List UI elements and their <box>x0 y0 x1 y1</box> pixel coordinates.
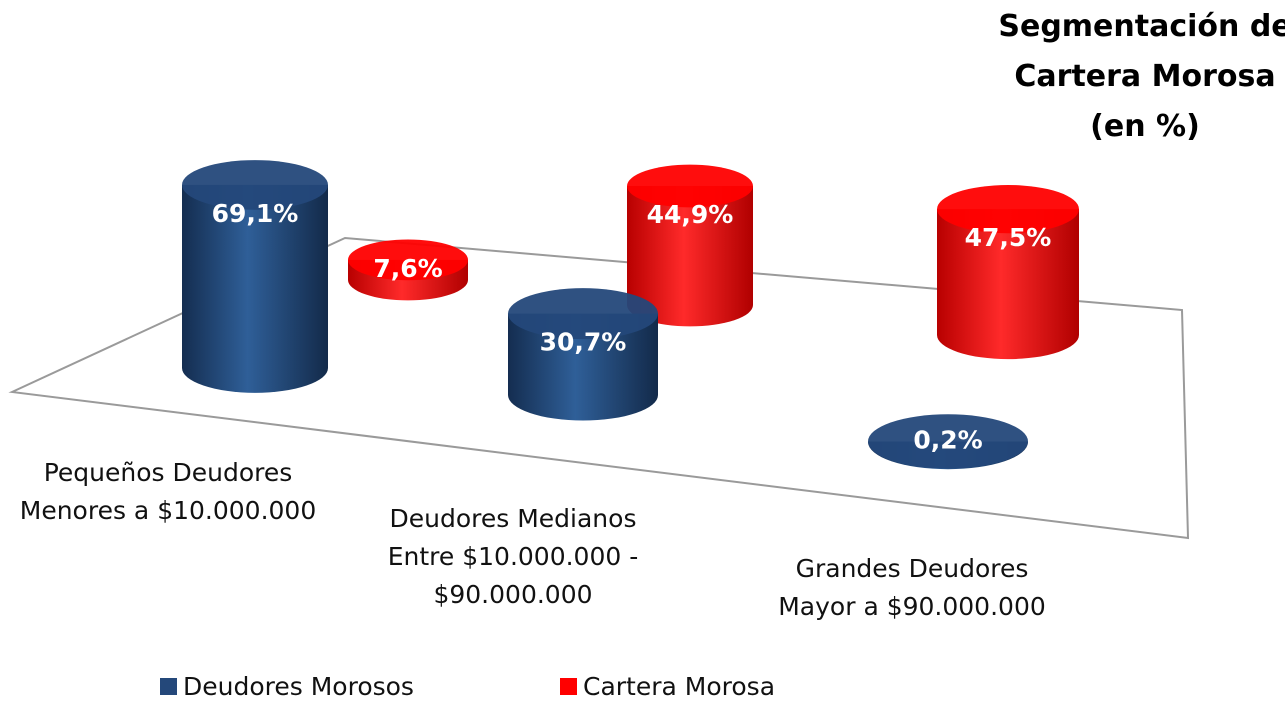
cylinder-top <box>937 184 1079 234</box>
cylinder-body <box>937 209 1079 360</box>
cylinder <box>348 239 468 301</box>
legend-item: Deudores Morosos <box>160 672 414 701</box>
cylinder <box>937 184 1079 360</box>
cylinder-top <box>868 414 1028 469</box>
cylinder-body <box>627 186 753 327</box>
cylinder-top <box>348 239 468 281</box>
value-label: 7,6% <box>373 254 442 283</box>
cylinder <box>508 288 658 421</box>
cylinder <box>868 414 1028 470</box>
value-label: 69,1% <box>212 199 299 228</box>
value-label: 47,5% <box>965 223 1052 252</box>
cylinder <box>627 164 753 327</box>
value-label: 44,9% <box>647 200 734 229</box>
cylinder-top <box>182 160 328 210</box>
x-tick-label: Grandes Deudores Mayor a $90.000.000 <box>778 554 1046 621</box>
cylinder-body <box>508 313 658 421</box>
legend-swatch <box>160 678 177 695</box>
legend-swatch <box>560 678 577 695</box>
cylinder-top <box>508 288 658 340</box>
x-tick-label: Deudores Medianos Entre $10.000.000 - $9… <box>387 504 639 609</box>
cylinder-body <box>182 184 328 393</box>
chart-title: Segmentación de Cartera Morosa (en %) <box>998 9 1285 144</box>
legend-item: Cartera Morosa <box>560 672 775 701</box>
value-label: 0,2% <box>913 426 982 455</box>
legend-label: Deudores Morosos <box>183 672 414 701</box>
value-label: 30,7% <box>540 328 627 357</box>
legend-label: Cartera Morosa <box>583 672 776 701</box>
x-tick-label: Pequeños Deudores Menores a $10.000.000 <box>19 458 317 525</box>
cylinder <box>182 160 328 393</box>
cylinder-top <box>627 164 753 208</box>
